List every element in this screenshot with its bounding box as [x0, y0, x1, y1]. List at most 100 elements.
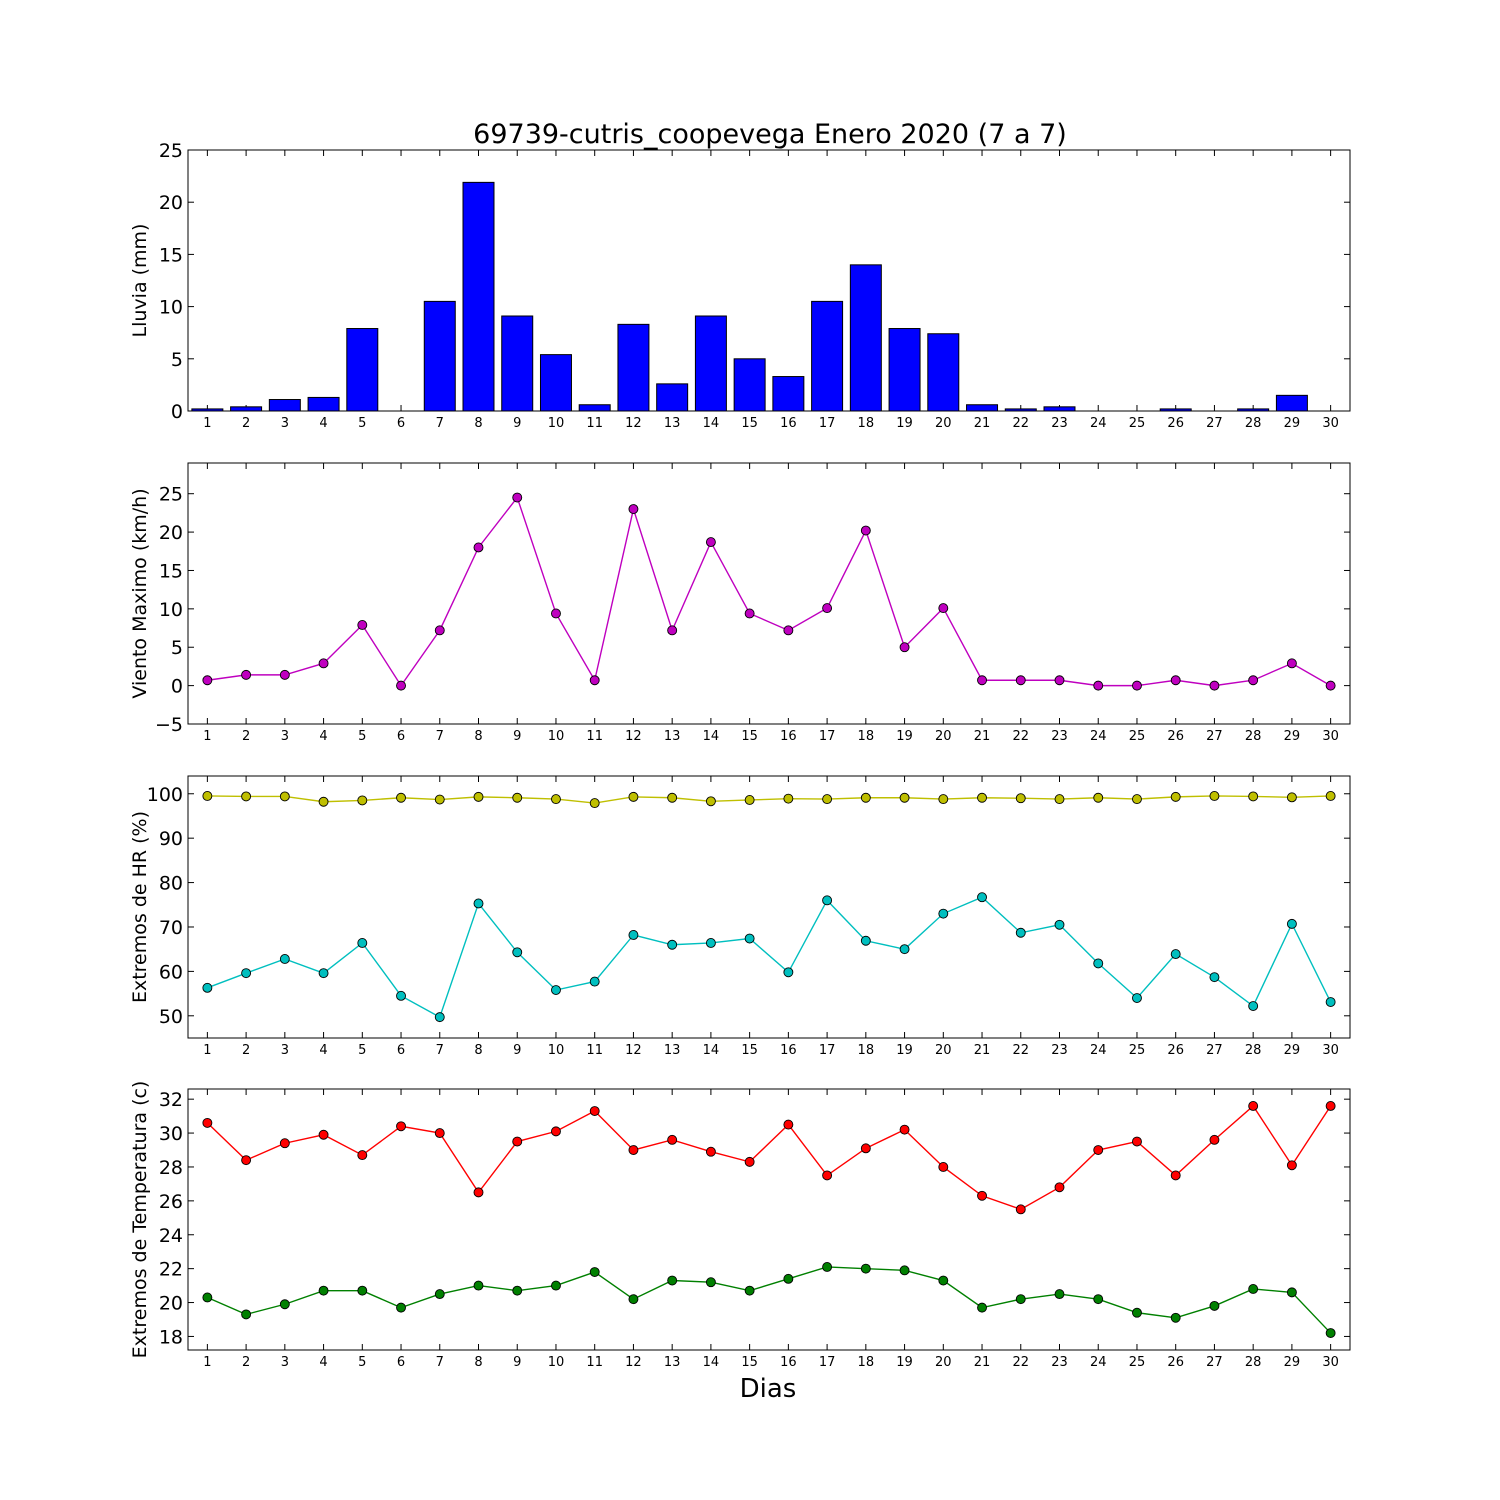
- data-point: [1286, 918, 1297, 929]
- data-point: [357, 1285, 368, 1296]
- x-tick-label: 11: [586, 1355, 603, 1370]
- y-tick-label: 5: [171, 349, 183, 371]
- x-tick-label: 5: [358, 1043, 366, 1058]
- y-tick-label: 50: [159, 1006, 183, 1028]
- data-point: [667, 792, 678, 803]
- x-tick-label: 29: [1284, 416, 1301, 431]
- x-tick-label: 11: [586, 1043, 603, 1058]
- data-point: [396, 1121, 406, 1132]
- data-point: [512, 792, 523, 803]
- x-tick-label: 13: [664, 1043, 681, 1058]
- x-tick-label: 8: [474, 1355, 482, 1370]
- x-tick-label: 16: [780, 416, 797, 431]
- data-point: [241, 791, 252, 802]
- data-point: [202, 982, 213, 993]
- data-point: [822, 603, 833, 614]
- data-point: [396, 1302, 406, 1313]
- bar: [966, 404, 999, 412]
- x-tick-label: 18: [858, 416, 875, 431]
- x-tick-label: 15: [741, 729, 758, 744]
- data-point: [202, 791, 213, 801]
- data-point: [1209, 680, 1220, 691]
- x-tick-label: 15: [741, 416, 758, 431]
- y-tick-label: 0: [171, 401, 183, 423]
- data-point: [551, 1280, 561, 1291]
- x-tick-label: 20: [935, 729, 952, 744]
- x-tick-label: 3: [281, 1043, 289, 1058]
- y-tick-label: 18: [159, 1326, 183, 1348]
- x-tick-label: 10: [548, 729, 565, 744]
- data-point: [744, 1156, 755, 1167]
- x-tick-label: 24: [1090, 416, 1107, 431]
- x-tick-label: 9: [513, 1043, 521, 1058]
- data-point: [473, 791, 484, 802]
- data-point: [1054, 919, 1065, 930]
- bar: [230, 406, 263, 412]
- data-point: [241, 968, 252, 979]
- data-point: [1093, 958, 1104, 969]
- data-point: [822, 895, 833, 906]
- data-point: [1054, 675, 1065, 686]
- x-tick-label: 2: [242, 1043, 250, 1058]
- data-point: [473, 1280, 484, 1291]
- y-tick-label: 15: [159, 244, 183, 266]
- x-tick-label: 7: [436, 729, 444, 744]
- x-tick-label: 22: [1012, 1355, 1029, 1370]
- data-point: [279, 791, 290, 802]
- data-point: [1132, 794, 1142, 805]
- x-tick-label: 8: [474, 729, 482, 744]
- x-tick-label: 19: [896, 1043, 913, 1058]
- data-point: [434, 794, 445, 805]
- bar: [462, 181, 495, 412]
- x-tick-label: 20: [935, 416, 952, 431]
- x-tick-label: 6: [397, 729, 405, 744]
- data-point: [1170, 949, 1181, 960]
- x-tick-label: 12: [625, 1043, 642, 1058]
- data-point: [938, 1275, 949, 1286]
- bar: [423, 300, 456, 412]
- x-tick-label: 10: [548, 1043, 565, 1058]
- data-point: [744, 933, 755, 944]
- data-point: [318, 1129, 329, 1140]
- data-point: [860, 1143, 871, 1154]
- y-tick-label: 60: [159, 961, 183, 983]
- data-point: [705, 1146, 716, 1157]
- data-point: [1093, 792, 1104, 803]
- data-point: [938, 603, 949, 614]
- x-tick-label: 10: [548, 416, 565, 431]
- data-point: [473, 542, 484, 553]
- bar: [1275, 394, 1308, 412]
- data-point: [551, 794, 561, 805]
- x-tick-label: 30: [1322, 1043, 1339, 1058]
- data-point: [589, 675, 600, 686]
- data-point: [977, 1302, 987, 1313]
- data-point: [1170, 675, 1181, 686]
- data-point: [705, 938, 716, 948]
- data-point: [318, 1285, 329, 1296]
- x-tick-label: 16: [780, 729, 797, 744]
- data-point: [202, 675, 213, 686]
- data-point: [1015, 1294, 1026, 1305]
- data-point: [318, 968, 329, 979]
- x-tick-label: 30: [1322, 1355, 1339, 1370]
- x-tick-label: 28: [1245, 1043, 1262, 1058]
- x-tick-label: 21: [974, 1355, 991, 1370]
- x-tick-label: 6: [397, 416, 405, 431]
- data-point: [899, 642, 910, 653]
- data-point: [1209, 791, 1220, 801]
- bar: [888, 328, 921, 412]
- x-tick-label: 4: [319, 416, 327, 431]
- x-tick-label: 4: [319, 1043, 327, 1058]
- y-tick-label: 25: [159, 140, 183, 162]
- x-tick-label: 5: [358, 1355, 366, 1370]
- series-line-2: [207, 1266, 1332, 1334]
- data-point: [977, 892, 987, 903]
- data-point: [1093, 680, 1104, 691]
- bar: [694, 315, 727, 412]
- x-tick-label: 6: [397, 1043, 405, 1058]
- data-point: [589, 1267, 600, 1277]
- data-point: [899, 944, 910, 955]
- data-point: [1132, 680, 1142, 691]
